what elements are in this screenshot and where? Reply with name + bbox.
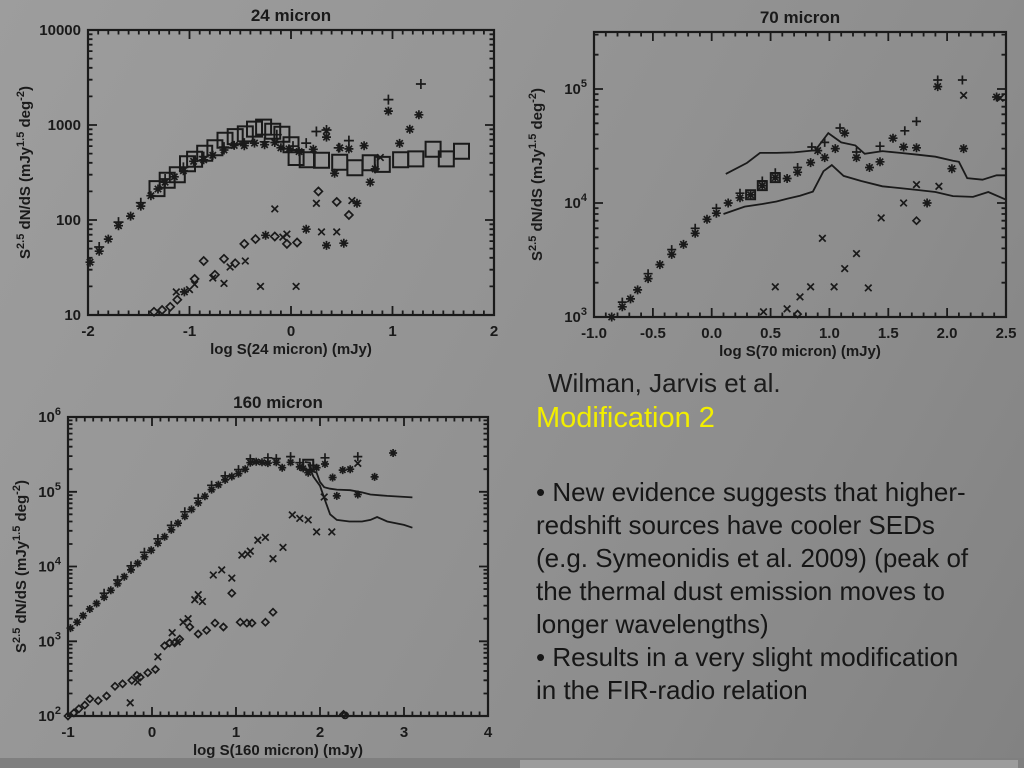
x-tick-label: 0.0 bbox=[701, 325, 722, 342]
slide-edge-bottom-highlight bbox=[520, 760, 1018, 768]
x-tick-label: 0 bbox=[148, 724, 156, 741]
x-axis-label: log S(70 micron) (mJy) bbox=[719, 343, 881, 360]
modification-heading: Modification 2 bbox=[536, 402, 715, 434]
series-plus-marks bbox=[94, 79, 426, 252]
x-axis-label: log S(160 micron) (mJy) bbox=[193, 742, 363, 759]
series-open-squares bbox=[148, 118, 470, 198]
x-tick-label: 2 bbox=[316, 724, 324, 741]
chart-24-plot: -2 -1 0 1 2 10 100 1000 10000 24 micron log S(24 m… bbox=[15, 6, 498, 358]
y-tick-label: 103 bbox=[38, 630, 61, 650]
series-diamonds bbox=[63, 588, 349, 721]
x-tick-label: 2.5 bbox=[996, 325, 1017, 342]
series-asterisks bbox=[85, 106, 424, 297]
x-tick-label: 1 bbox=[232, 724, 240, 741]
chart-160-micron: -1 0 1 2 3 4 102 103 104 105 106 160 micron log S(16… bbox=[0, 384, 512, 764]
chart-70-plot: -1.0 -0.5 0.0 0.5 1.0 1.5 2.0 2.5 103 104 105 70 mi… bbox=[527, 8, 1017, 360]
series-asterisks bbox=[66, 449, 398, 633]
y-axis-label: S2.5 dN/dS (mJy1.5 deg-2) bbox=[15, 86, 34, 259]
bullet-line: (e.g. Symeonidis et al. 2009) (peak of bbox=[536, 543, 969, 573]
bullet-line: • New evidence suggests that higher- bbox=[536, 477, 966, 507]
text-panel: Wilman, Jarvis et al. Modification 2 • N… bbox=[536, 366, 1022, 707]
chart-70-micron: -1.0 -0.5 0.0 0.5 1.0 1.5 2.0 2.5 103 104 105 70 mi… bbox=[512, 0, 1024, 366]
x-tick-label: 3 bbox=[400, 724, 408, 741]
y-tick-label: 10000 bbox=[39, 22, 81, 39]
x-tick-label: 1.5 bbox=[878, 325, 899, 342]
series-crosses bbox=[172, 126, 385, 296]
x-tick-label: -0.5 bbox=[640, 325, 666, 342]
y-tick-label: 105 bbox=[38, 481, 61, 501]
series-circles bbox=[341, 711, 350, 720]
x-tick-label: 0.5 bbox=[760, 325, 781, 342]
series-diamonds bbox=[792, 215, 922, 319]
bullet-line: the thermal dust emission moves to bbox=[536, 576, 945, 606]
chart-title: 70 micron bbox=[760, 8, 840, 27]
series-plus-marks bbox=[617, 75, 967, 307]
axis-ticks bbox=[87, 29, 495, 316]
axis-ticks bbox=[593, 32, 1007, 318]
x-axis-label: log S(24 micron) (mJy) bbox=[210, 341, 372, 358]
series-crosses bbox=[126, 459, 362, 707]
y-tick-label: 106 bbox=[38, 406, 61, 426]
x-tick-label: -2 bbox=[81, 323, 94, 340]
attribution-text: Wilman, Jarvis et al. bbox=[548, 368, 781, 398]
chart-title: 160 micron bbox=[233, 393, 323, 412]
x-tick-label: -1 bbox=[183, 323, 196, 340]
y-tick-label: 104 bbox=[564, 192, 588, 212]
bullet-line: longer wavelengths) bbox=[536, 609, 769, 639]
series-plus-marks bbox=[99, 452, 363, 598]
y-tick-label: 100 bbox=[56, 212, 81, 229]
series-upper-envelope-line bbox=[725, 131, 1006, 181]
series-lower-envelope-line bbox=[307, 463, 413, 529]
chart-24-micron: -2 -1 0 1 2 10 100 1000 10000 24 micron log S(24 m… bbox=[0, 0, 512, 366]
y-tick-label: 1000 bbox=[48, 117, 81, 134]
y-tick-label: 103 bbox=[564, 306, 587, 326]
bullet-line: redshift sources have cooler SEDs bbox=[536, 510, 935, 540]
series-asterisks bbox=[607, 82, 1002, 322]
series-diamonds bbox=[148, 186, 355, 318]
x-tick-label: -1 bbox=[61, 724, 74, 741]
y-axis-label: S2.5 dN/dS (mJy1.5 deg-2) bbox=[11, 480, 30, 653]
slide-edge-bottom bbox=[0, 758, 1024, 768]
x-tick-label: -1.0 bbox=[581, 325, 607, 342]
x-tick-label: 4 bbox=[484, 724, 493, 741]
x-tick-label: 0 bbox=[287, 323, 295, 340]
x-tick-label: 1 bbox=[388, 323, 396, 340]
x-tick-label: 1.0 bbox=[819, 325, 840, 342]
axis-box bbox=[86, 28, 496, 317]
series-lower-envelope-line bbox=[723, 163, 1007, 215]
series-crosses bbox=[759, 91, 1005, 316]
y-tick-label: 10 bbox=[64, 307, 81, 324]
chart-160-plot: -1 0 1 2 3 4 102 103 104 105 106 160 micron log S(16… bbox=[11, 393, 493, 759]
bullet-text: • New evidence suggests that higher- red… bbox=[536, 476, 1022, 707]
y-tick-label: 105 bbox=[564, 78, 587, 98]
chart-title: 24 micron bbox=[251, 6, 331, 25]
y-tick-label: 104 bbox=[38, 556, 62, 576]
bullet-line: • Results in a very slight modification bbox=[536, 642, 959, 672]
y-tick-label: 102 bbox=[38, 705, 61, 725]
x-tick-label: 2.0 bbox=[937, 325, 958, 342]
series-small-squares bbox=[745, 172, 781, 201]
x-tick-label: 2 bbox=[490, 323, 498, 340]
bullet-line: in the FIR-radio relation bbox=[536, 675, 808, 705]
y-axis-label: S2.5 dN/dS (mJy1.5 deg-2) bbox=[527, 88, 546, 261]
